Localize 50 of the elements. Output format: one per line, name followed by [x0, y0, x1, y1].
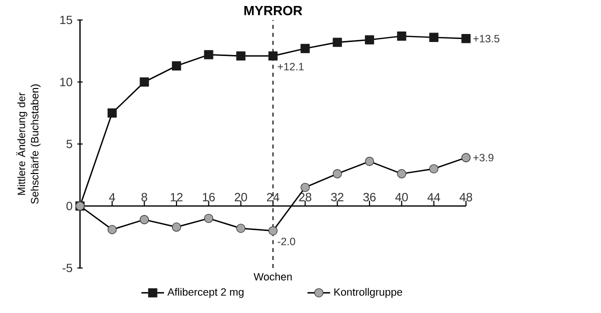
ref-line-label: MYRROR — [244, 6, 302, 16]
x-tick-label: 40 — [395, 192, 408, 202]
point — [268, 51, 278, 61]
point — [397, 32, 406, 41]
point — [461, 34, 471, 44]
point — [236, 224, 246, 233]
point — [364, 35, 374, 44]
x-tick-label: 28 — [299, 192, 312, 202]
point — [429, 32, 438, 42]
y-axis-title: Mittlere Änderung der Sehschärfe (Buchstaben) — [16, 84, 41, 204]
x-tick-label: 12 — [170, 192, 183, 202]
x-tick-label: 4 — [109, 193, 116, 202]
legend-label: Aflibercept 2 mg — [167, 288, 244, 298]
y-tick-label: -5 — [62, 264, 72, 272]
data-label: +13.5 — [473, 34, 500, 42]
point — [236, 51, 246, 61]
x-tick-label: 32 — [331, 192, 344, 202]
data-label: +12.1 — [278, 62, 304, 70]
point — [172, 61, 182, 70]
y-tick-label: 10 — [60, 78, 72, 86]
point — [172, 222, 182, 232]
point — [332, 169, 342, 178]
x-tick-label: 44 — [427, 193, 440, 202]
x-tick-label: 20 — [234, 192, 248, 202]
y-tick-label: 5 — [66, 140, 72, 148]
point — [300, 44, 310, 54]
data-label: -2.0 — [278, 238, 296, 246]
point — [397, 169, 406, 178]
point — [108, 108, 117, 118]
point — [140, 215, 149, 224]
point — [204, 50, 214, 60]
x-axis-title: Wochen — [254, 272, 292, 280]
point — [204, 214, 214, 223]
data-label: +3.9 — [473, 154, 494, 162]
x-tick-label: 36 — [363, 192, 376, 202]
point — [300, 182, 310, 192]
y-tick-label: 15 — [60, 16, 72, 24]
x-tick-label: 24 — [266, 192, 280, 202]
point — [108, 224, 117, 234]
x-tick-label: 48 — [460, 192, 472, 202]
point — [268, 226, 278, 236]
x-tick-label: 8 — [142, 192, 148, 202]
legend-label: Kontrollgruppe — [334, 288, 402, 298]
x-tick-label: 16 — [202, 192, 215, 202]
point — [140, 77, 149, 87]
y-tick-label: 0 — [66, 202, 72, 210]
point — [461, 153, 471, 162]
point — [332, 38, 342, 47]
point — [364, 156, 374, 166]
point — [429, 164, 438, 174]
